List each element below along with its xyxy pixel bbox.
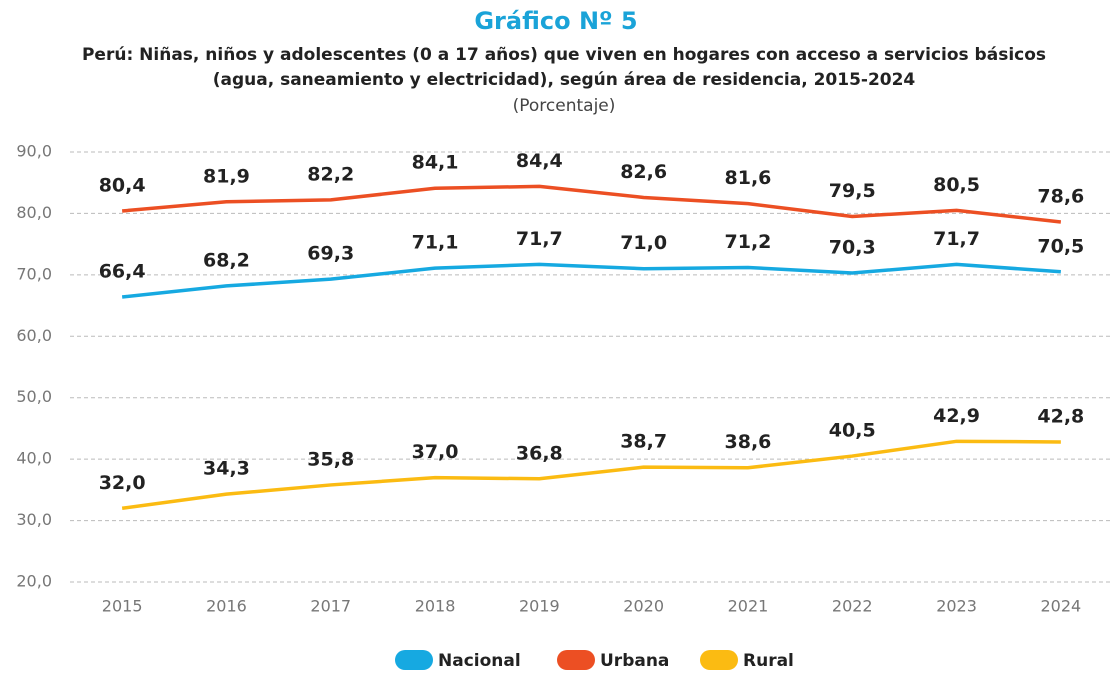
- y-tick-label: 80,0: [16, 203, 52, 222]
- value-label: 66,4: [99, 260, 146, 282]
- value-label: 78,6: [1037, 186, 1084, 208]
- value-label: 71,7: [933, 228, 980, 250]
- x-tick-label: 2020: [623, 597, 664, 616]
- y-tick-label: 60,0: [16, 326, 52, 345]
- value-label: 71,7: [516, 228, 563, 250]
- value-label: 38,7: [620, 431, 667, 453]
- value-label: 35,8: [307, 448, 354, 470]
- legend-label: Nacional: [438, 651, 521, 671]
- value-label: 69,3: [307, 243, 354, 265]
- value-label: 32,0: [99, 472, 146, 494]
- x-tick-label: 2016: [206, 597, 247, 616]
- series-line: [121, 439, 1061, 511]
- value-label: 84,1: [412, 152, 459, 174]
- x-tick-label: 2023: [936, 597, 977, 616]
- value-label: 71,1: [412, 232, 459, 254]
- value-label: 70,5: [1037, 235, 1084, 257]
- y-tick-label: 70,0: [16, 264, 52, 283]
- value-label: 34,3: [203, 458, 250, 480]
- value-label: 71,2: [725, 231, 772, 253]
- value-label: 80,4: [99, 174, 146, 196]
- legend-label: Urbana: [600, 651, 669, 671]
- legend-swatch: [700, 650, 738, 670]
- value-label: 82,6: [620, 161, 667, 183]
- value-label: 81,6: [725, 167, 772, 189]
- x-tick-label: 2015: [102, 597, 143, 616]
- legend-label: Rural: [743, 651, 794, 671]
- x-tick-label: 2022: [832, 597, 873, 616]
- chart-subtitle: Perú: Niñas, niños y adolescentes (0 a 1…: [82, 45, 1046, 65]
- value-label: 71,0: [620, 232, 667, 254]
- value-label: 42,9: [933, 405, 980, 427]
- x-tick-label: 2017: [310, 597, 351, 616]
- value-label: 80,5: [933, 174, 980, 196]
- legend-swatch: [395, 650, 433, 670]
- x-tick-label: 2021: [728, 597, 769, 616]
- y-tick-label: 50,0: [16, 387, 52, 406]
- value-label: 84,4: [516, 150, 563, 172]
- series-line: [121, 184, 1062, 224]
- y-tick-label: 40,0: [16, 449, 52, 468]
- value-label: 79,5: [829, 180, 876, 202]
- value-label: 36,8: [516, 442, 563, 464]
- value-label: 40,5: [829, 420, 876, 442]
- value-label: 82,2: [307, 163, 354, 185]
- legend-swatch: [557, 650, 595, 670]
- y-tick-label: 20,0: [16, 572, 52, 591]
- value-label: 37,0: [412, 441, 459, 463]
- x-tick-label: 2024: [1040, 597, 1081, 616]
- series-line: [121, 262, 1061, 299]
- value-label: 38,6: [725, 431, 772, 453]
- value-label: 42,8: [1037, 405, 1084, 427]
- chart-subtitle: (agua, saneamiento y electricidad), segú…: [213, 70, 916, 90]
- x-tick-label: 2019: [519, 597, 560, 616]
- x-tick-label: 2018: [415, 597, 456, 616]
- unit-note: (Porcentaje): [513, 96, 616, 116]
- y-tick-label: 90,0: [16, 142, 52, 161]
- value-label: 81,9: [203, 165, 250, 187]
- y-tick-label: 30,0: [16, 510, 52, 529]
- value-label: 68,2: [203, 249, 250, 271]
- value-label: 70,3: [829, 237, 876, 259]
- chart-title: Gráfico Nº 5: [474, 7, 637, 35]
